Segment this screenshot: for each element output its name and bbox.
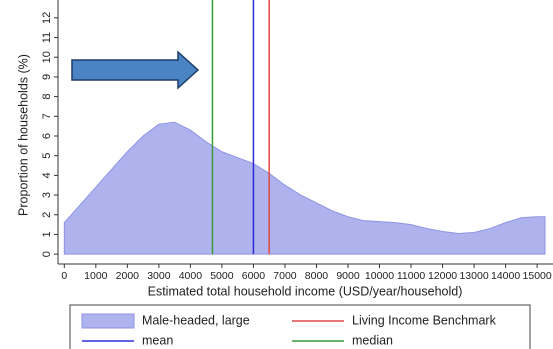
y-tick-label: 6 <box>41 133 53 139</box>
legend-label: median <box>352 333 393 347</box>
x-tick-label: 10000 <box>365 270 394 282</box>
y-tick-label: 0 <box>41 251 53 257</box>
area <box>63 121 546 255</box>
x-tick-label: 2000 <box>116 270 140 282</box>
x-tick-label: 12000 <box>428 270 457 282</box>
legend-swatch <box>81 313 135 329</box>
x-tick-label: 0 <box>61 270 67 282</box>
y-tick-label: 4 <box>41 172 53 178</box>
legend-label: Male-headed, large <box>142 313 250 327</box>
x-axis-label: Estimated total household income (USD/ye… <box>148 284 463 298</box>
x-tick-label: 11000 <box>397 270 426 282</box>
y-tick-label: 11 <box>41 32 53 43</box>
y-tick-label: 10 <box>41 51 53 63</box>
y-tick-label: 12 <box>41 12 53 24</box>
x-tick-label: 14000 <box>491 270 520 282</box>
y-tick-label: 3 <box>41 192 53 198</box>
x-tick-label: 6000 <box>242 270 266 282</box>
y-tick-label: 1 <box>41 231 53 237</box>
x-tick-label: 3000 <box>147 270 171 282</box>
x-tick-label: 5000 <box>210 270 234 282</box>
x-tick-label: 4000 <box>179 270 203 282</box>
x-tick-label: 8000 <box>305 270 329 282</box>
x-tick-label: 9000 <box>336 270 360 282</box>
x-tick-label: 15000 <box>523 270 552 282</box>
y-tick-label: 9 <box>41 74 53 80</box>
y-tick-label: 5 <box>41 153 53 159</box>
x-tick-label: 13000 <box>459 270 488 282</box>
legend-label: mean <box>142 333 173 347</box>
y-axis-label: Proportion of households (%) <box>16 54 30 216</box>
y-tick-label: 2 <box>41 212 53 218</box>
legend-label: Living Income Benchmark <box>352 313 497 327</box>
x-tick-label: 1000 <box>84 270 108 282</box>
x-tick-label: 7000 <box>273 270 297 282</box>
y-tick-label: 8 <box>41 94 53 100</box>
y-tick-label: 7 <box>41 113 53 119</box>
arrow-shape <box>71 50 200 90</box>
arrow <box>71 50 200 90</box>
